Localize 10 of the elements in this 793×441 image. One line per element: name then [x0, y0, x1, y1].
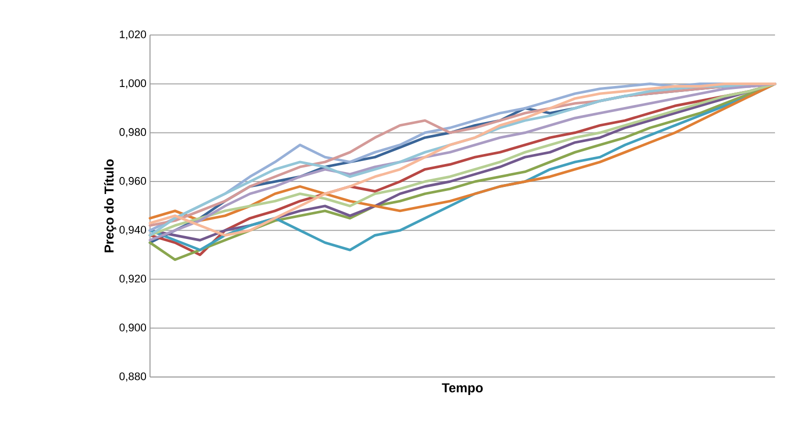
y-tick-label: 0,880 — [119, 372, 146, 382]
y-tick-label: 0,980 — [119, 128, 146, 138]
y-tick-label: 0,920 — [119, 274, 146, 284]
x-axis-title: Tempo — [442, 383, 483, 395]
y-tick-label: 0,940 — [119, 226, 146, 235]
y-tick-label: 1,020 — [120, 30, 146, 40]
y-tick-label: 0,960 — [119, 177, 146, 186]
y-axis-title: Preço do Título — [104, 159, 116, 252]
y-tick-label: 1,000 — [120, 79, 146, 88]
y-tick-label: 0,900 — [119, 324, 146, 333]
